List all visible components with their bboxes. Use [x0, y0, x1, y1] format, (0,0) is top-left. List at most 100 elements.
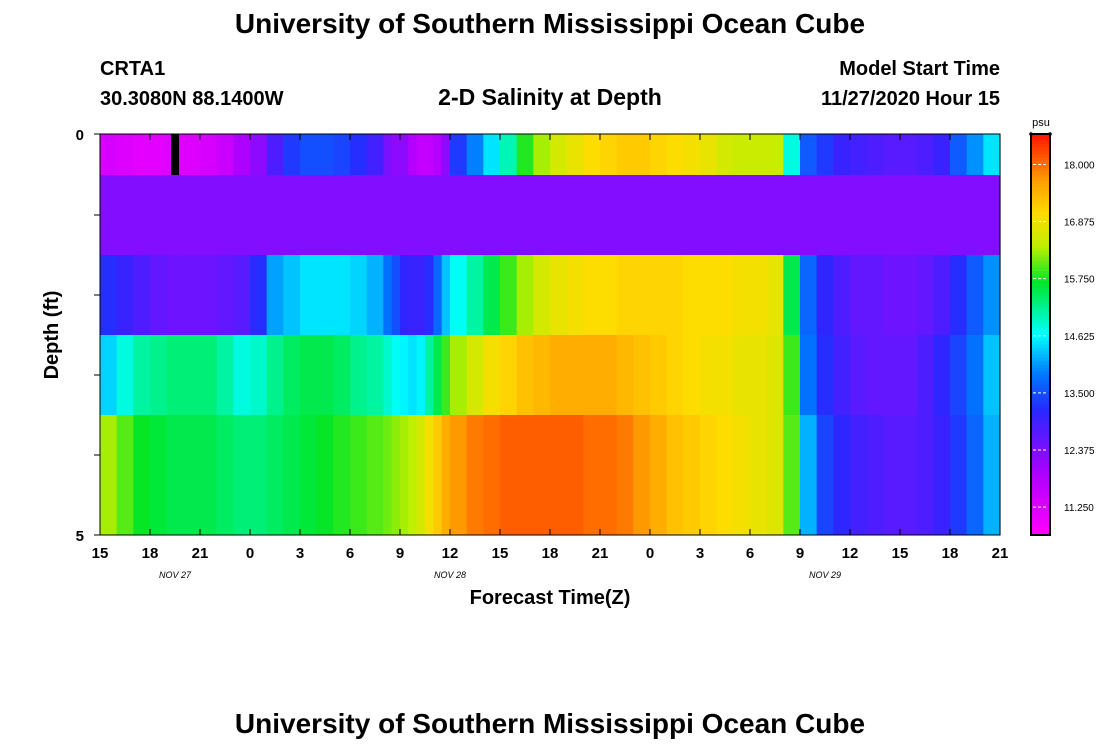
colorbar-step	[1031, 414, 1050, 419]
heatmap-cell	[683, 175, 701, 255]
heatmap-cell	[800, 175, 818, 255]
heatmap-cell	[450, 134, 468, 175]
colorbar-step	[1031, 307, 1050, 312]
heatmap-cell	[916, 134, 934, 175]
heatmap-cell	[266, 175, 284, 255]
x-tick-label: 18	[542, 545, 559, 562]
colorbar-step	[1031, 207, 1050, 212]
y-tick-label: 5	[76, 528, 84, 545]
heatmap-cell	[666, 255, 684, 335]
colorbar-step	[1031, 224, 1050, 229]
heatmap-cell	[966, 255, 984, 335]
colorbar-step	[1031, 444, 1050, 449]
heatmap-cell	[133, 335, 151, 415]
heatmap-cell	[233, 255, 251, 335]
heatmap-cell	[500, 134, 518, 175]
heatmap-cell	[516, 175, 534, 255]
heatmap-cell	[116, 335, 134, 415]
colorbar-step	[1031, 364, 1050, 369]
heatmap-cell	[391, 255, 401, 335]
heatmap-cell	[683, 415, 701, 535]
colorbar-step	[1031, 227, 1050, 232]
heatmap-cell	[233, 134, 251, 175]
heatmap-cell	[200, 175, 218, 255]
heatmap-cell	[116, 415, 134, 535]
heatmap-cell	[333, 415, 351, 535]
heatmap-cell	[700, 175, 718, 255]
heatmap-cell	[400, 415, 409, 535]
heatmap-cell	[616, 134, 634, 175]
heatmap-cell	[500, 255, 518, 335]
heatmap-cell	[783, 255, 801, 335]
heatmap-cell	[266, 415, 284, 535]
heatmap-cell	[300, 255, 318, 335]
heatmap-cell	[700, 335, 718, 415]
heatmap-cell	[833, 175, 851, 255]
heatmap-cell	[416, 415, 426, 535]
heatmap-cell	[166, 255, 184, 335]
heatmap-cell	[666, 415, 684, 535]
heatmap-cell	[100, 134, 118, 175]
heatmap-cell	[433, 415, 443, 535]
heatmap-cell	[316, 255, 334, 335]
x-tick-label: 21	[992, 545, 1009, 562]
colorbar-step	[1031, 324, 1050, 329]
colorbar-step	[1031, 371, 1050, 376]
heatmap-cell	[408, 335, 418, 415]
colorbar-step	[1031, 144, 1050, 148]
heatmap-cells	[100, 134, 1001, 535]
heatmap-cell	[766, 255, 784, 335]
x-tick-label: 21	[592, 545, 609, 562]
heatmap-cell	[250, 335, 268, 415]
colorbar-step	[1031, 434, 1050, 439]
heatmap-cell	[183, 255, 201, 335]
heatmap-cell	[800, 255, 818, 335]
y-tick-label: 0	[76, 127, 84, 144]
heatmap-cell	[350, 415, 368, 535]
colorbar-step	[1031, 357, 1050, 362]
x-tick-label: 15	[892, 545, 909, 562]
colorbar-step	[1031, 384, 1050, 389]
heatmap-cell	[700, 415, 718, 535]
colorbar-step	[1031, 164, 1050, 169]
heatmap-cell	[100, 175, 118, 255]
heatmap-cell	[950, 415, 968, 535]
heatmap-cell	[666, 134, 684, 175]
heatmap-cell	[441, 175, 451, 255]
heatmap-cell	[550, 255, 568, 335]
heatmap-cell	[391, 415, 401, 535]
heatmap-cell	[833, 415, 851, 535]
heatmap-cell	[533, 134, 551, 175]
heatmap-cell	[750, 175, 768, 255]
colorbar-step	[1031, 244, 1050, 249]
heatmap-cell	[783, 335, 801, 415]
heatmap-cell	[400, 175, 409, 255]
heatmap-cell	[200, 335, 218, 415]
x-tick-label: 6	[346, 545, 354, 562]
heatmap-cell	[600, 134, 618, 175]
heatmap-cell	[183, 415, 201, 535]
colorbar-step	[1031, 154, 1050, 158]
heatmap-cell	[283, 415, 301, 535]
heatmap-cell	[900, 415, 918, 535]
colorbar-step	[1031, 394, 1050, 399]
colorbar-step	[1031, 177, 1050, 182]
heatmap-cell	[750, 255, 768, 335]
heatmap-cell	[633, 134, 651, 175]
colorbar-step	[1031, 471, 1050, 476]
heatmap-cell	[700, 134, 718, 175]
heatmap-cell	[350, 175, 368, 255]
heatmap-cell	[866, 255, 884, 335]
heatmap-cell	[683, 134, 701, 175]
heatmap-cell	[366, 335, 384, 415]
heatmap-cell	[216, 255, 234, 335]
colorbar-step	[1031, 511, 1050, 516]
heatmap-cell	[866, 415, 884, 535]
heatmap-cell	[466, 415, 484, 535]
colorbar-step	[1031, 531, 1050, 536]
colorbar-step	[1031, 421, 1050, 426]
heatmap-cell	[133, 255, 151, 335]
colorbar-step	[1031, 160, 1050, 165]
heatmap-cell	[633, 175, 651, 255]
x-tick-label: 12	[442, 545, 459, 562]
